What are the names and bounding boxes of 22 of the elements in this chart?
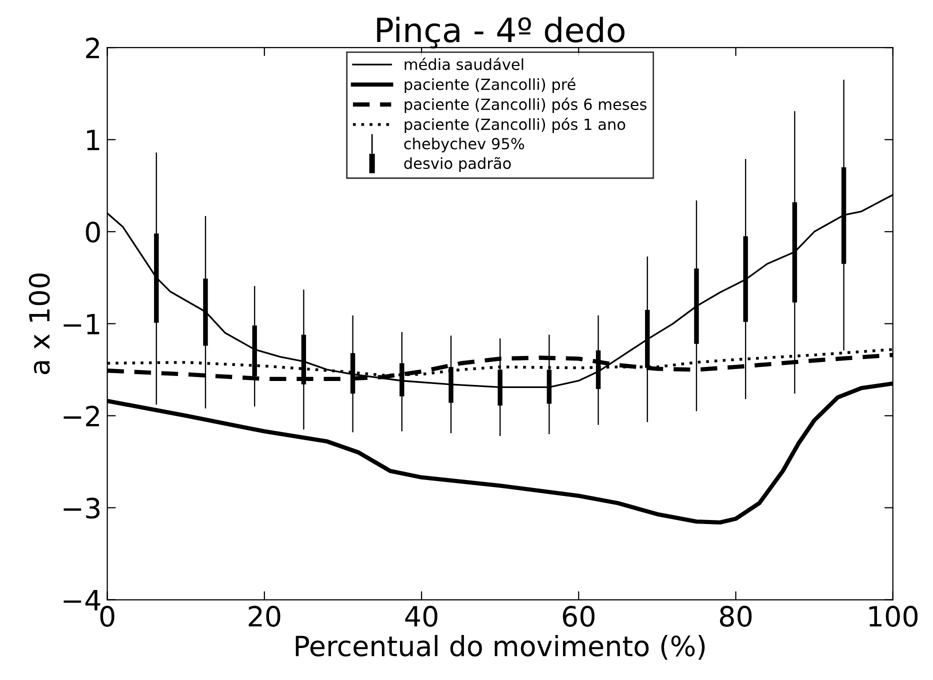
legend-label: chebychev 95%	[404, 138, 524, 152]
y-tick-label: −2	[64, 406, 99, 426]
x-axis-title: Percentual do movimento (%)	[296, 634, 705, 660]
legend-label: desvio padrão	[404, 156, 511, 172]
x-tick-label: 100	[869, 606, 918, 627]
x-tick-label: 40	[405, 606, 438, 627]
y-axis-title: a x 100	[28, 273, 50, 374]
y-tick-label: −3	[64, 498, 100, 519]
y-tick-label: 1	[87, 130, 100, 150]
legend-label: paciente (Zancolli) pós 6 meses	[404, 98, 646, 114]
legend-label: média saudável	[404, 58, 524, 70]
y-tick-label: −1	[64, 314, 100, 334]
x-tick-label: 60	[562, 606, 594, 627]
y-tick-label: −4	[64, 590, 100, 610]
chart-title: Pinça - 4º dedo	[377, 16, 624, 48]
y-tick-label: 2	[86, 38, 99, 58]
x-tick-label: 20	[248, 606, 280, 627]
y-tick-label: 0	[86, 222, 100, 243]
x-tick-label: 0	[100, 606, 114, 627]
x-tick-label: 80	[720, 606, 752, 627]
legend-label: paciente (Zancolli) pós 1 ano	[404, 118, 626, 134]
legend-label: paciente (Zancolli) pré	[404, 78, 576, 94]
